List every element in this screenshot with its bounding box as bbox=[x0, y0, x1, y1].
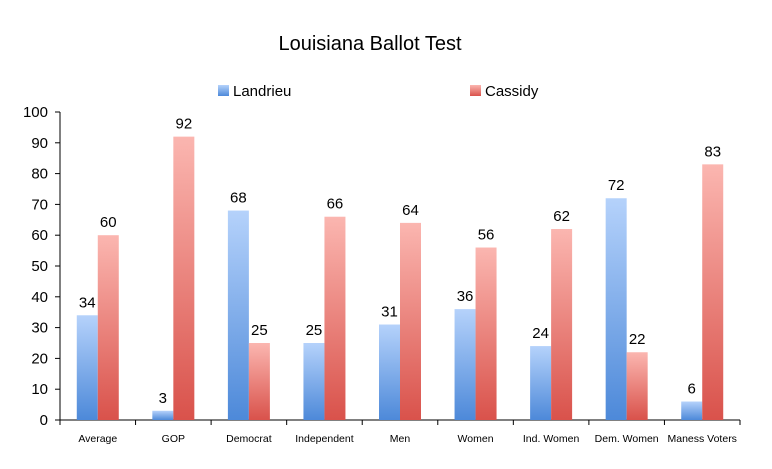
bar-cassidy bbox=[324, 216, 346, 420]
y-tick-label: 30 bbox=[31, 320, 48, 337]
y-tick-label: 80 bbox=[31, 166, 48, 183]
y-tick-label: 100 bbox=[23, 104, 48, 121]
x-axis: Average GOP Democrat Independent Men Women Ind… bbox=[59, 419, 741, 445]
data-label: 24 bbox=[532, 325, 549, 342]
y-tick-label: 10 bbox=[31, 381, 48, 398]
y-axis: 0 10 20 30 40 50 60 70 80 90 100 bbox=[23, 104, 61, 429]
data-label: 68 bbox=[230, 190, 247, 207]
y-tick-label: 90 bbox=[31, 135, 48, 152]
bar-landrieu bbox=[681, 401, 703, 420]
bar-landrieu bbox=[76, 315, 98, 420]
bar-landrieu bbox=[227, 210, 249, 420]
bar-cassidy bbox=[626, 352, 648, 420]
x-tick-label: Men bbox=[390, 433, 411, 445]
data-label: 83 bbox=[704, 143, 721, 160]
x-tick-label: Women bbox=[458, 433, 494, 445]
bar-cassidy bbox=[173, 136, 195, 420]
y-tick-label: 20 bbox=[31, 350, 48, 367]
bar-cassidy bbox=[248, 343, 270, 420]
x-tick-label: Dem. Women bbox=[595, 433, 659, 445]
legend-label-landrieu: Landrieu bbox=[233, 83, 291, 100]
data-label: 25 bbox=[306, 322, 323, 339]
data-label: 34 bbox=[79, 294, 96, 311]
data-label: 6 bbox=[688, 381, 696, 398]
data-label: 72 bbox=[608, 177, 625, 194]
bar-landrieu bbox=[152, 410, 174, 420]
bars bbox=[76, 136, 724, 420]
x-tick-label: Ind. Women bbox=[523, 433, 580, 445]
bar-landrieu bbox=[530, 346, 552, 420]
y-tick-label: 0 bbox=[40, 412, 48, 429]
x-tick-label: Democrat bbox=[226, 433, 272, 445]
legend-swatch-landrieu bbox=[218, 85, 229, 96]
chart-title: Louisiana Ballot Test bbox=[278, 33, 462, 55]
data-label: 66 bbox=[327, 196, 344, 213]
bar-landrieu bbox=[303, 343, 325, 420]
data-label: 56 bbox=[478, 227, 495, 244]
data-label: 3 bbox=[159, 390, 167, 407]
bar-cassidy bbox=[97, 235, 119, 420]
y-tick-label: 50 bbox=[31, 258, 48, 275]
data-label: 25 bbox=[251, 322, 268, 339]
data-label: 64 bbox=[402, 202, 419, 219]
bar-landrieu bbox=[605, 198, 627, 420]
legend-swatch-cassidy bbox=[470, 85, 481, 96]
x-tick-label: Maness Voters bbox=[667, 433, 736, 445]
x-tick-label: Average bbox=[78, 433, 117, 445]
data-label: 22 bbox=[629, 331, 646, 348]
bar-landrieu bbox=[379, 324, 400, 420]
bar-cassidy bbox=[400, 222, 421, 420]
data-label: 36 bbox=[457, 288, 474, 305]
bar-landrieu bbox=[454, 309, 476, 420]
y-tick-label: 40 bbox=[31, 289, 48, 306]
legend: Landrieu Cassidy bbox=[218, 83, 539, 100]
legend-label-cassidy: Cassidy bbox=[485, 83, 539, 100]
bar-cassidy bbox=[551, 229, 573, 420]
x-tick-label: GOP bbox=[162, 433, 185, 445]
data-label: 31 bbox=[381, 304, 398, 321]
data-labels: 34 60 3 92 68 25 25 66 31 64 36 56 24 62 72 22 6 83 bbox=[79, 116, 721, 407]
data-label: 62 bbox=[553, 208, 570, 225]
bar-cassidy bbox=[475, 247, 497, 420]
data-label: 92 bbox=[175, 116, 192, 133]
data-label: 60 bbox=[100, 214, 117, 231]
y-tick-label: 70 bbox=[31, 196, 48, 213]
x-tick-label: Independent bbox=[295, 433, 353, 445]
y-tick-label: 60 bbox=[31, 227, 48, 244]
bar-cassidy bbox=[702, 164, 724, 420]
